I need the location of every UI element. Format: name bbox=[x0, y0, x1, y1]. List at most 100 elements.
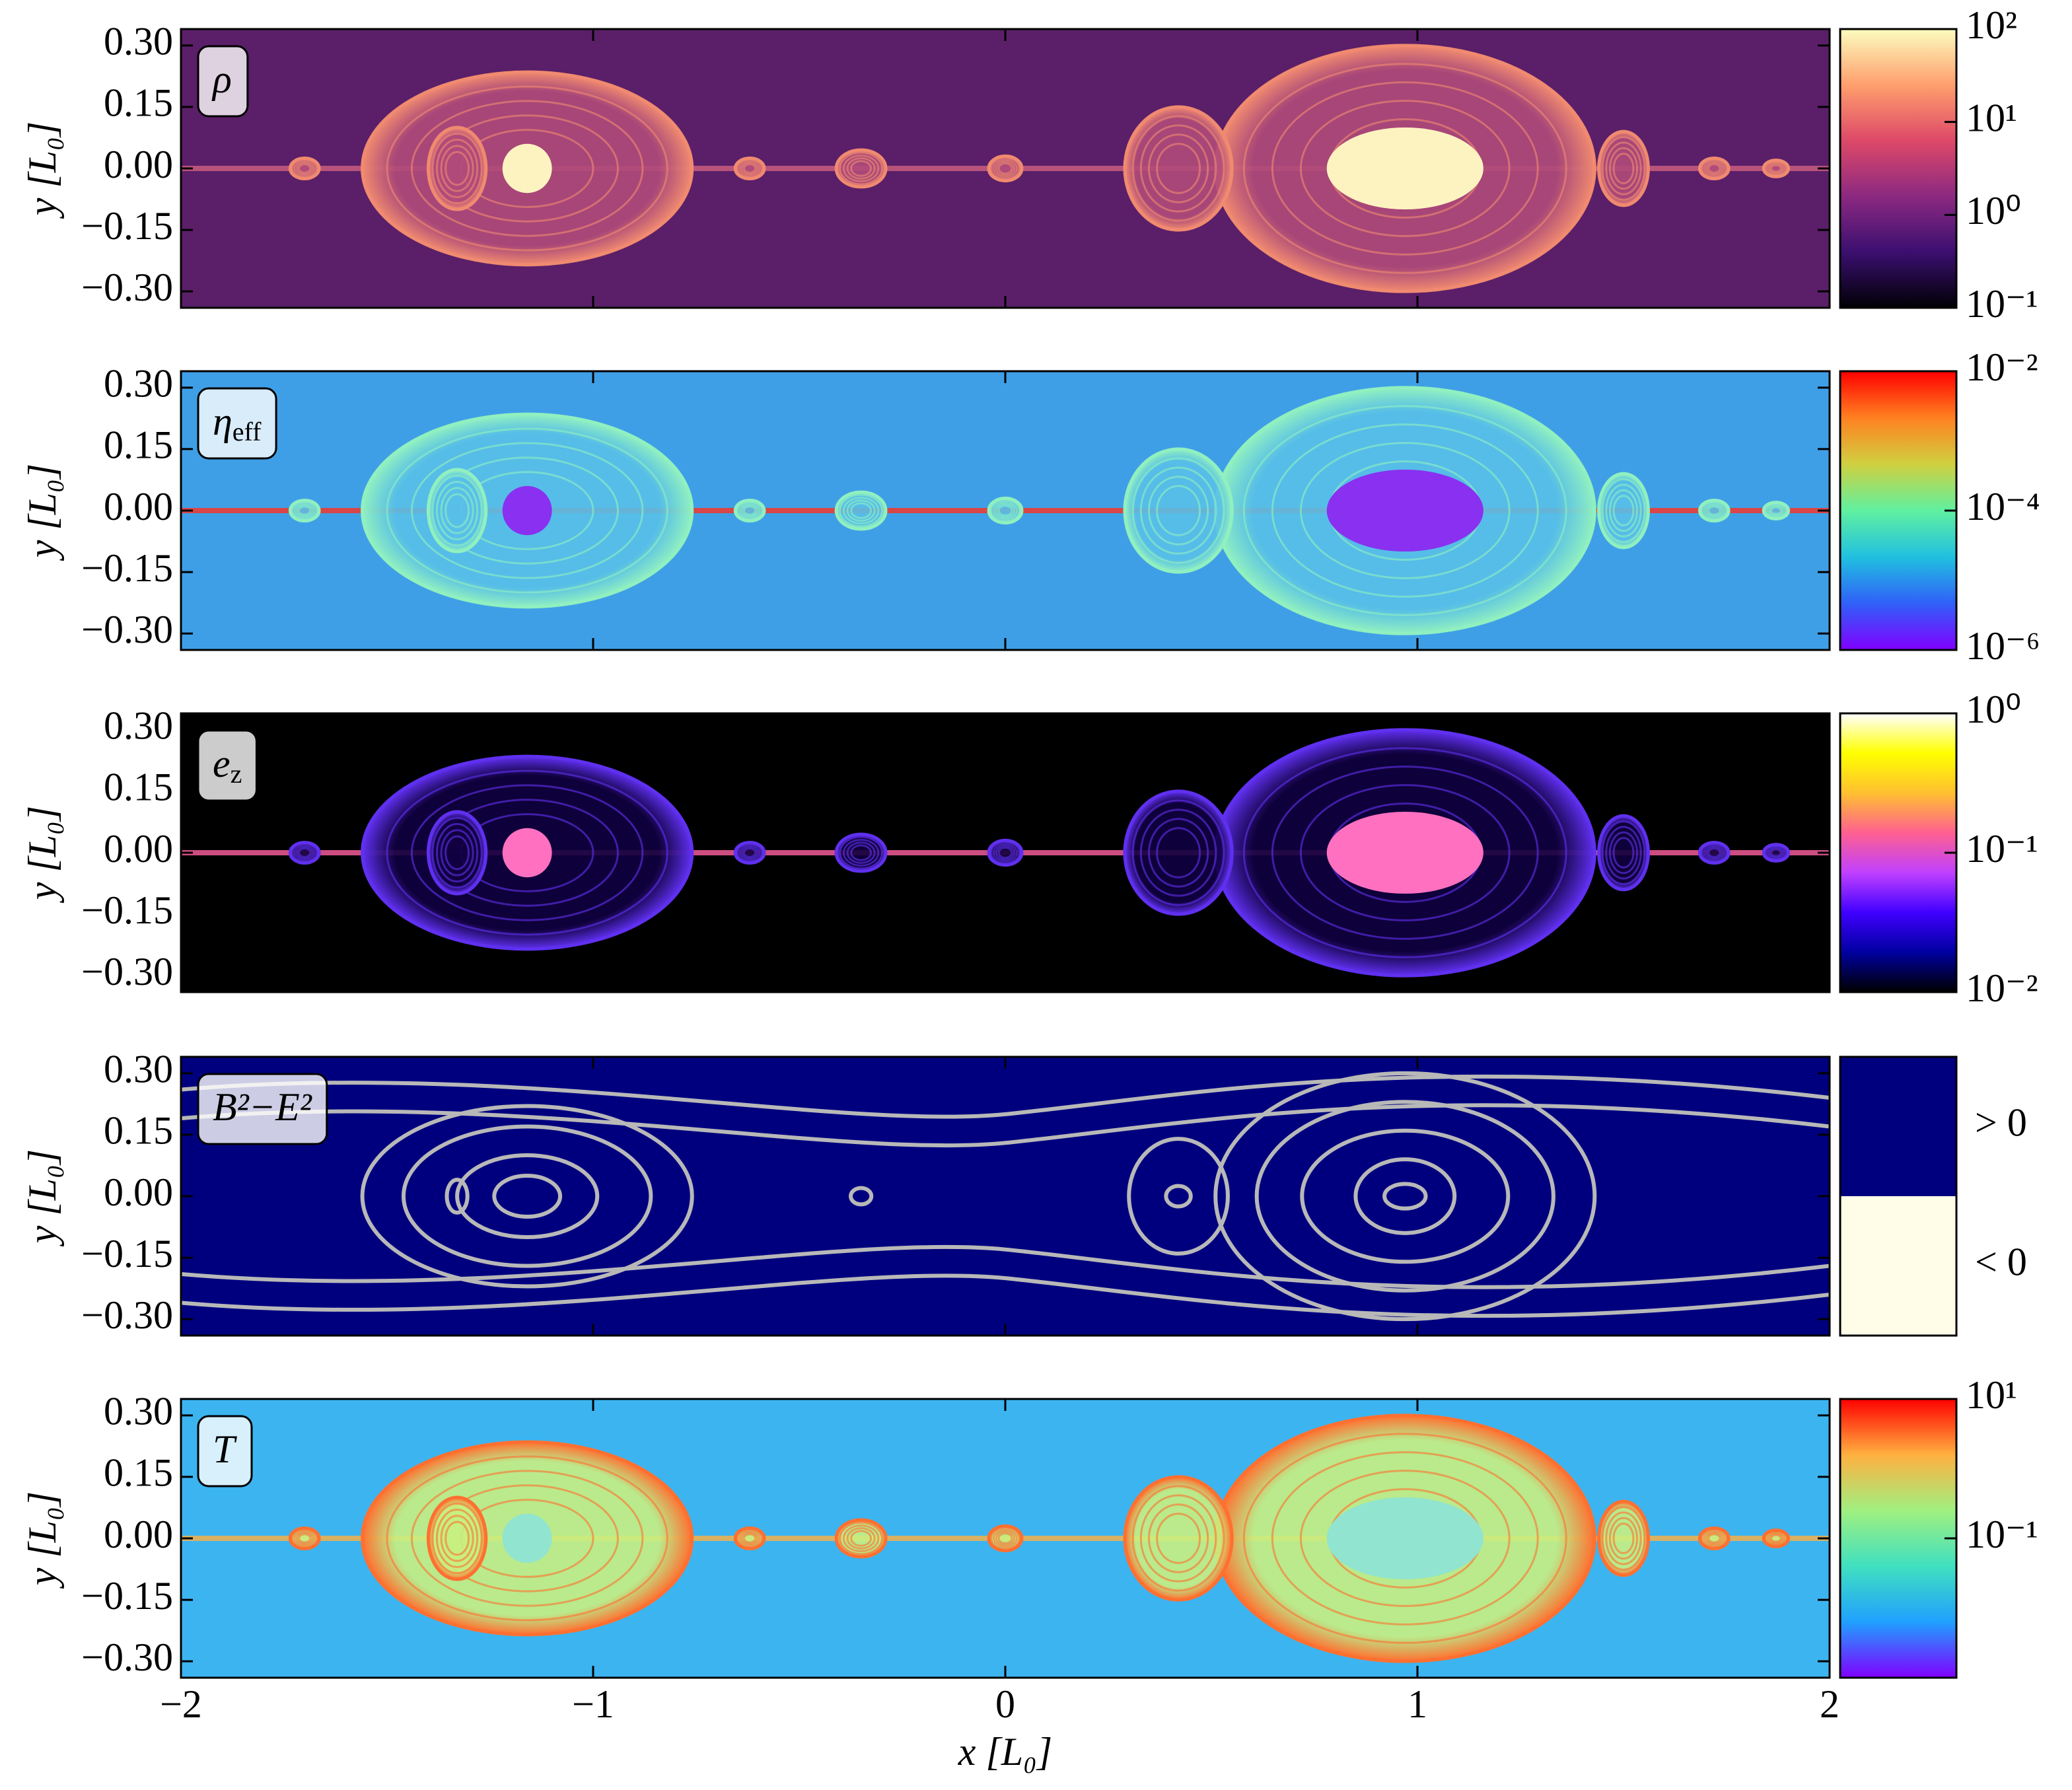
island-ring bbox=[431, 474, 483, 547]
island-ring bbox=[1299, 784, 1511, 921]
y-tick-label: 0.30 bbox=[104, 20, 173, 63]
island-ring bbox=[997, 505, 1013, 517]
island-ring bbox=[1156, 485, 1201, 536]
island-ring bbox=[995, 845, 1016, 861]
island-ring bbox=[1271, 81, 1539, 256]
colorbar-tick-label: 10⁻² bbox=[1966, 345, 2038, 389]
y-tick-label: −0.15 bbox=[81, 546, 173, 590]
island-ring bbox=[850, 160, 873, 177]
island-ring bbox=[436, 139, 479, 198]
y-tick-label: −0.15 bbox=[81, 1574, 173, 1618]
island-ring bbox=[997, 847, 1013, 859]
island-ring bbox=[839, 151, 883, 186]
island-ring bbox=[1299, 100, 1511, 237]
panel-label-box bbox=[197, 1415, 253, 1487]
island-ring bbox=[291, 501, 318, 520]
heatmap bbox=[181, 29, 1830, 308]
island-ring bbox=[1242, 747, 1567, 958]
colorbar-tick-label: 10⁻¹ bbox=[1966, 827, 2038, 871]
colorbar bbox=[1840, 29, 1956, 308]
island-ring bbox=[1701, 843, 1728, 863]
island-ring bbox=[297, 847, 312, 858]
y-tick-label: 0.00 bbox=[104, 827, 173, 871]
island-ring bbox=[846, 1527, 876, 1550]
y-axis-label: y [L₀] bbox=[20, 1149, 64, 1248]
island-ring bbox=[293, 502, 316, 519]
island-ring bbox=[1608, 147, 1639, 190]
island-ring bbox=[846, 157, 876, 180]
island-ring bbox=[1769, 1534, 1782, 1543]
island-ring bbox=[436, 1509, 479, 1568]
island-ring bbox=[410, 100, 644, 237]
island-ring bbox=[410, 784, 644, 921]
panel-label: T bbox=[213, 1427, 237, 1471]
island-ring bbox=[1271, 1451, 1539, 1626]
island-ring bbox=[1768, 1532, 1784, 1544]
island-ring bbox=[1299, 442, 1511, 579]
island-ring bbox=[740, 161, 759, 176]
colorbar-swatch bbox=[1840, 1057, 1956, 1196]
island-ring bbox=[1766, 503, 1786, 518]
island-ring bbox=[842, 496, 880, 525]
field-line bbox=[181, 1273, 1830, 1318]
island-ring bbox=[386, 1455, 668, 1622]
island-ring bbox=[1608, 1517, 1639, 1560]
y-tick-label: 0.30 bbox=[104, 1048, 173, 1091]
heatmap bbox=[181, 1057, 1830, 1336]
colorbar-tick-label: 10⁻⁴ bbox=[1966, 485, 2040, 528]
island-ring bbox=[995, 161, 1016, 176]
island-ring bbox=[1131, 115, 1225, 222]
island-ring bbox=[295, 845, 314, 860]
island-ring bbox=[297, 163, 312, 174]
island-ring bbox=[293, 844, 316, 861]
y-tick-label: 0.15 bbox=[104, 1451, 173, 1495]
colorbar-tick-label: 10¹ bbox=[1966, 96, 2017, 139]
island-ring bbox=[846, 499, 876, 522]
field-line bbox=[181, 1103, 1830, 1148]
island-ring bbox=[440, 829, 474, 877]
colorbar-frame bbox=[1839, 712, 1958, 993]
colorbar bbox=[1840, 1399, 1956, 1678]
island-ring bbox=[1608, 831, 1639, 875]
panel-label: ηeff bbox=[213, 400, 262, 447]
island-ring bbox=[740, 845, 759, 860]
island-ring bbox=[1703, 502, 1726, 519]
field-line bbox=[1127, 1137, 1230, 1256]
island-ring bbox=[1764, 844, 1788, 861]
panel-label-box bbox=[197, 1073, 328, 1145]
island-ring bbox=[1147, 1503, 1209, 1573]
island-ring bbox=[850, 1530, 873, 1547]
island-ring bbox=[738, 160, 761, 177]
island-ring bbox=[1605, 826, 1642, 880]
island-ring bbox=[386, 85, 668, 252]
island-ring bbox=[850, 502, 873, 519]
island-ring bbox=[1147, 818, 1209, 888]
panel-label: ρ bbox=[211, 57, 232, 101]
y-axis-label: y [L₀] bbox=[20, 806, 64, 904]
island-ring bbox=[436, 823, 479, 882]
island-ring bbox=[1612, 1522, 1635, 1554]
island-ring bbox=[440, 1515, 474, 1562]
island-ring bbox=[1299, 1470, 1511, 1607]
island-ring bbox=[295, 503, 314, 518]
island-ring bbox=[990, 157, 1020, 180]
island-ring bbox=[842, 154, 880, 183]
island-ring bbox=[1705, 161, 1723, 176]
colorbar-tick-label: 10⁻² bbox=[1966, 966, 2038, 1010]
island-core bbox=[1326, 127, 1483, 210]
island-ring bbox=[1139, 808, 1217, 897]
field-line bbox=[1164, 1184, 1193, 1209]
island-ring bbox=[295, 1531, 314, 1546]
island-ring bbox=[1764, 502, 1788, 519]
island-ring bbox=[1707, 847, 1721, 858]
island-ring bbox=[742, 163, 757, 174]
island-core bbox=[502, 143, 552, 194]
island-ring bbox=[291, 159, 318, 178]
island-ring bbox=[1705, 503, 1723, 518]
y-tick-label: −0.30 bbox=[81, 950, 173, 993]
colorbar-frame bbox=[1839, 1398, 1958, 1679]
island-ring bbox=[1701, 1528, 1728, 1548]
x-tick-label: 2 bbox=[1820, 1682, 1840, 1726]
island-ring bbox=[1766, 1531, 1786, 1546]
field-line bbox=[1300, 1128, 1511, 1264]
